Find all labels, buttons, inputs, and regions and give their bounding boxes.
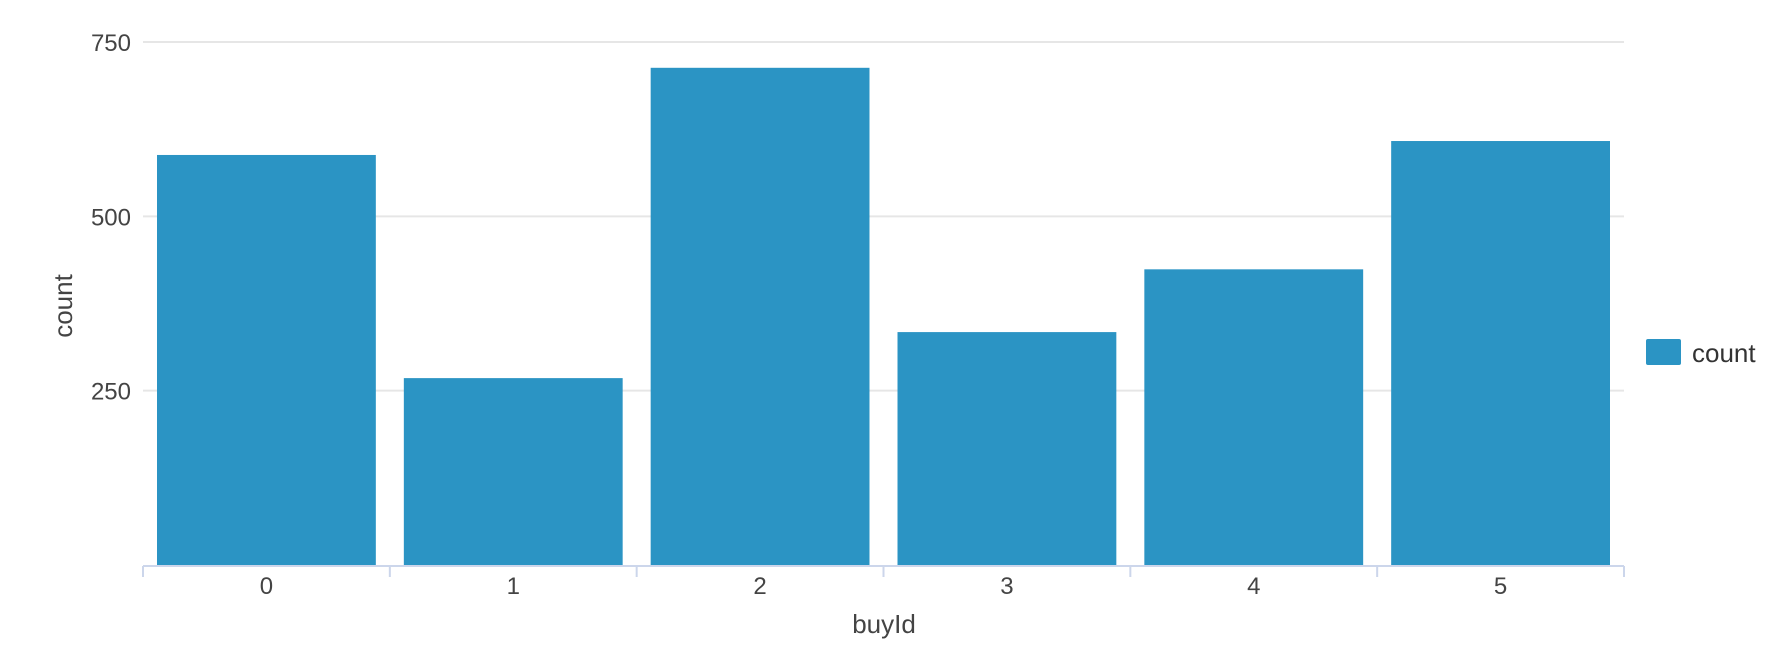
bar-4[interactable]: [1144, 269, 1364, 565]
x-axis-title: buyId: [852, 609, 916, 639]
x-tick-label-5: 5: [1494, 573, 1507, 600]
y-axis-title: count: [48, 273, 78, 337]
tick-labels: 250 500 750 0 1 2 3 4 5: [91, 30, 1507, 600]
x-tick-label-1: 1: [507, 573, 520, 600]
bars: [157, 67, 1610, 565]
bar-1[interactable]: [403, 378, 623, 565]
x-tick-label-4: 4: [1247, 573, 1260, 600]
x-tick-label-0: 0: [260, 573, 273, 600]
legend-swatch: [1646, 339, 1681, 365]
legend-label-count: count: [1692, 338, 1756, 368]
y-tick-label-250: 250: [91, 379, 131, 406]
bar-3[interactable]: [897, 332, 1117, 565]
x-tick-label-3: 3: [1000, 573, 1013, 600]
gridlines: [143, 41, 1624, 392]
axes: [142, 565, 1625, 577]
bar-2[interactable]: [650, 67, 870, 565]
x-tick-label-2: 2: [753, 573, 766, 600]
bar-5[interactable]: [1391, 141, 1610, 565]
y-tick-label-750: 750: [91, 30, 131, 57]
bar-0[interactable]: [157, 154, 376, 565]
legend[interactable]: count: [1646, 338, 1756, 368]
y-tick-label-500: 500: [91, 204, 131, 231]
